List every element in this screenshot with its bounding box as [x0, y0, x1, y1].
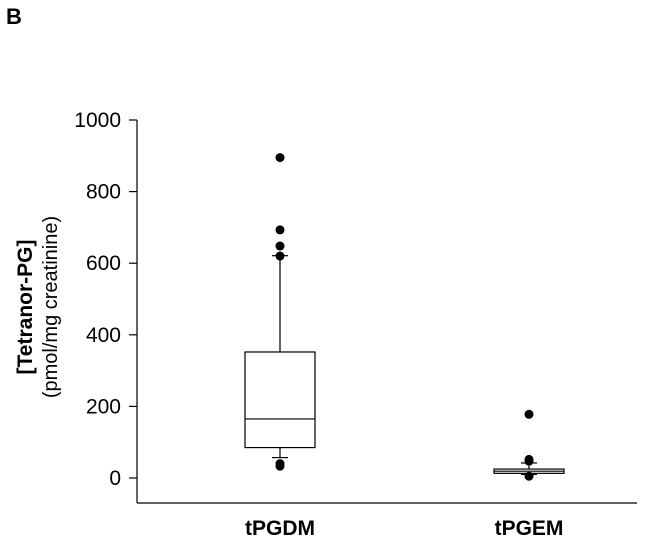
box-tPGEM [493, 409, 565, 481]
box-tPGDM [244, 153, 316, 471]
y-axis-unit-label: (pmol/mg creatinine) [40, 216, 62, 398]
outlier-point [524, 471, 534, 481]
category-labels: tPGDM tPGEM [245, 517, 563, 540]
y-tick-label: 0 [109, 467, 121, 490]
y-tick-label: 1000 [74, 109, 121, 132]
outlier-point [275, 459, 285, 469]
outlier-point [275, 225, 285, 235]
y-tick-label: 600 [86, 252, 121, 275]
boxes [244, 153, 565, 481]
outlier-point [275, 241, 285, 251]
y-axis-title: [Tetranor-PG] (pmol/mg creatinine) [14, 216, 62, 398]
outlier-point [275, 251, 285, 261]
outlier-point [275, 153, 285, 163]
y-axis-label: [Tetranor-PG] [14, 240, 37, 375]
outlier-point [524, 409, 534, 419]
y-tick-label: 400 [86, 324, 121, 347]
axes [136, 120, 637, 504]
y-tick-label: 800 [86, 181, 121, 204]
y-tick-label: 200 [86, 395, 121, 418]
category-label: tPGEM [495, 517, 564, 540]
outlier-point [524, 454, 534, 464]
y-ticks: 0 200 400 600 800 1000 [74, 109, 137, 490]
iqr-box [244, 351, 316, 449]
category-label: tPGDM [245, 517, 315, 540]
panel-label: B [6, 4, 22, 29]
